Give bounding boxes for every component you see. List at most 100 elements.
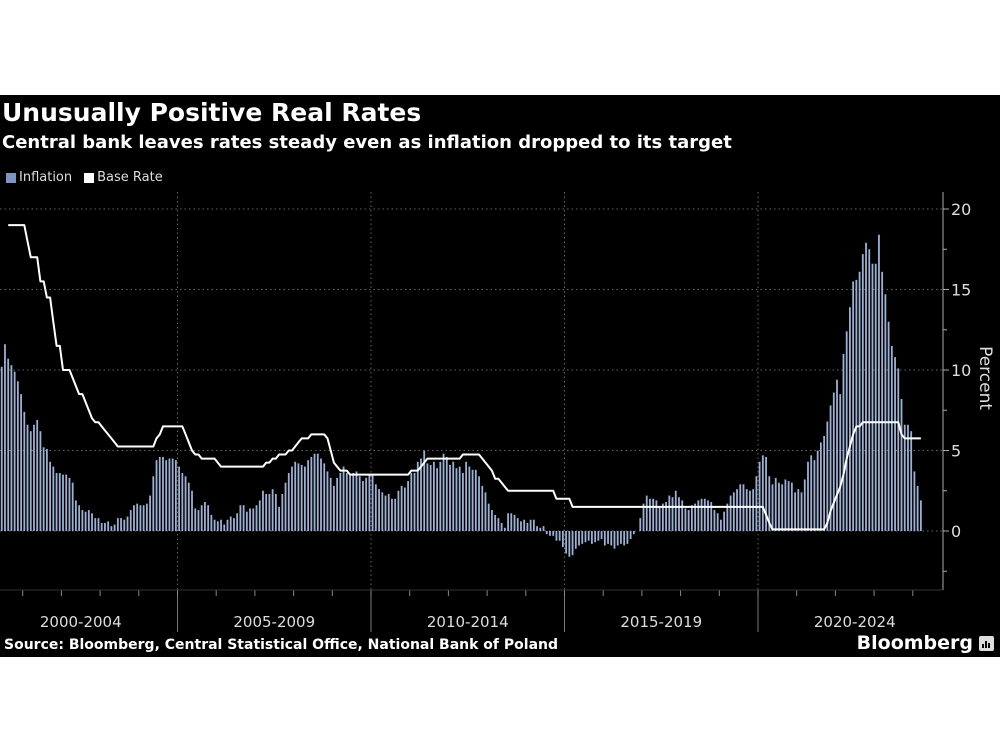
inflation-bar (297, 463, 300, 531)
inflation-bar (245, 511, 248, 531)
y-tick-label: 5 (951, 442, 961, 461)
inflation-bar (258, 500, 261, 531)
inflation-bar (181, 473, 184, 531)
inflation-bar (120, 518, 122, 531)
y-axis-label: Percent (975, 346, 995, 410)
inflation-bar (574, 531, 577, 549)
inflation-bar (684, 508, 687, 531)
inflation-bar (94, 518, 97, 531)
inflation-bar (129, 510, 132, 531)
inflation-bar (829, 405, 832, 531)
inflation-bar (681, 500, 684, 531)
inflation-bar (581, 531, 584, 544)
inflation-bar (23, 411, 26, 531)
inflation-bar (197, 510, 200, 531)
inflation-bar (168, 458, 171, 531)
inflation-bar (578, 531, 580, 546)
inflation-bar (33, 424, 35, 531)
inflation-bar (213, 519, 216, 531)
legend: Inflation Base Rate (6, 170, 163, 185)
inflation-bar (790, 482, 793, 531)
inflation-bar (778, 482, 780, 531)
inflation-bar (671, 497, 674, 531)
inflation-bar (878, 234, 880, 531)
inflation-bar (436, 468, 439, 531)
inflation-bar (432, 461, 435, 531)
inflation-bar (191, 490, 193, 531)
inflation-bar (123, 519, 126, 531)
inflation-bar (323, 463, 326, 531)
inflation-bar (726, 503, 729, 531)
inflation-bar (316, 453, 319, 531)
chart-subtitle: Central bank leaves rates steady even as… (2, 132, 732, 153)
bloomberg-logo: Bloomberg (857, 632, 994, 654)
inflation-bar (342, 466, 345, 531)
inflation-bar (445, 456, 448, 531)
inflation-bar (784, 479, 787, 531)
inflation-bar (591, 531, 593, 544)
inflation-bar (336, 477, 339, 531)
legend-swatch-base-rate (84, 172, 95, 183)
inflation-bar (220, 519, 222, 531)
inflation-bar (610, 531, 613, 546)
inflation-bar (136, 503, 139, 531)
inflation-bar (707, 500, 709, 531)
inflation-bar (303, 466, 306, 531)
inflation-bar (781, 484, 784, 531)
inflation-bar (320, 458, 322, 531)
inflation-bar (26, 424, 29, 531)
inflation-bar (58, 473, 61, 531)
inflation-bar (413, 473, 416, 531)
inflation-bar (242, 505, 245, 531)
inflation-bar (362, 481, 364, 531)
inflation-bar (720, 519, 722, 531)
inflation-bar (381, 492, 384, 531)
inflation-bar (268, 493, 271, 531)
inflation-bar (694, 503, 697, 531)
inflation-bar (629, 531, 632, 540)
inflation-bar (49, 461, 52, 531)
x-tick-label: 2015-2019 (620, 613, 702, 631)
inflation-bar (442, 453, 445, 531)
inflation-bar (658, 506, 661, 531)
inflation-bar (416, 461, 419, 531)
inflation-bar (919, 500, 922, 531)
inflation-bar (355, 471, 358, 531)
y-tick-label: 15 (951, 281, 971, 300)
inflation-bar (210, 514, 213, 531)
inflation-bar (913, 471, 916, 531)
inflation-bar (384, 495, 387, 531)
source-note: Source: Bloomberg, Central Statistical O… (4, 637, 559, 653)
inflation-bar (613, 531, 616, 549)
inflation-bar (145, 503, 148, 531)
inflation-bar (549, 531, 551, 536)
inflation-bar (500, 522, 503, 531)
inflation-bar (668, 495, 671, 531)
inflation-bar (68, 477, 71, 531)
inflation-bar (107, 521, 110, 531)
inflation-bar (458, 466, 461, 531)
base-rate-line (8, 224, 921, 531)
inflation-bar (816, 450, 819, 531)
x-tick-label: 2000-2004 (40, 613, 122, 631)
inflation-bar (75, 500, 77, 531)
inflation-bar (600, 531, 603, 540)
inflation-bar (916, 485, 919, 531)
inflation-bar (819, 442, 822, 531)
inflation-bar (391, 498, 393, 531)
inflation-bar (884, 294, 887, 531)
inflation-bar (890, 345, 893, 531)
inflation-bar (474, 469, 477, 531)
inflation-bar (52, 466, 55, 531)
inflation-bar (800, 492, 803, 531)
inflation-bar (291, 466, 293, 531)
brand-text: Bloomberg (856, 632, 973, 654)
inflation-bar (194, 508, 197, 531)
inflation-bar (616, 531, 619, 546)
bloomberg-chart-icon (979, 635, 994, 651)
inflation-bar (39, 431, 42, 531)
inflation-bar (71, 482, 74, 531)
inflation-bar (378, 489, 380, 531)
inflation-bar (300, 464, 303, 531)
inflation-bar (858, 271, 861, 531)
